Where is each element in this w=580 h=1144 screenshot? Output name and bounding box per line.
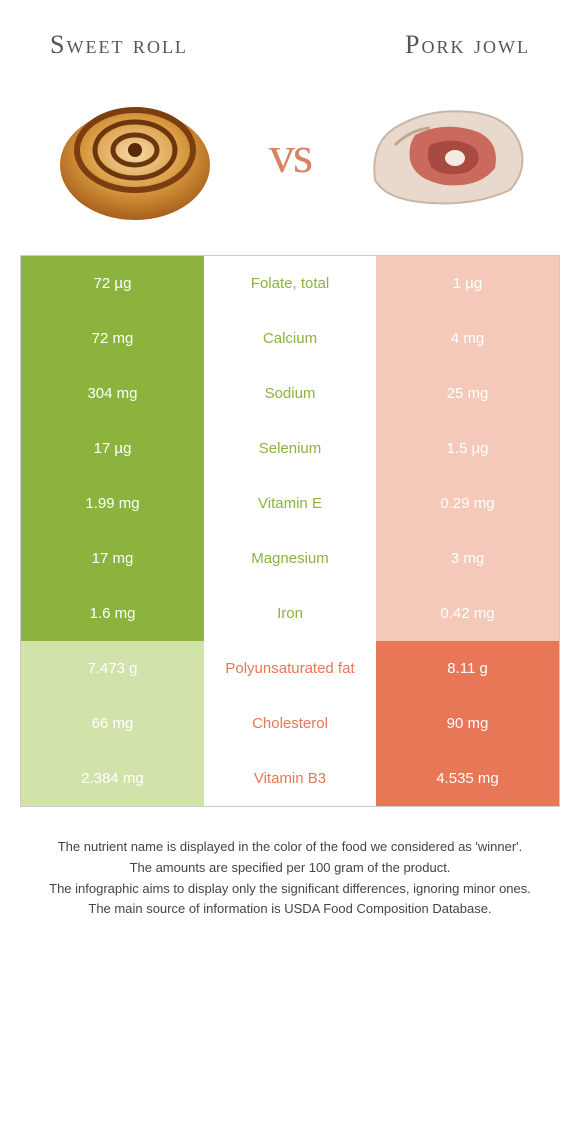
nutrient-label: Magnesium [204,531,376,586]
footer-line: The amounts are specified per 100 gram o… [40,858,540,879]
nutrient-label: Selenium [204,421,376,476]
nutrient-label: Calcium [204,311,376,366]
vs-label: vs [269,126,311,185]
right-value: 25 mg [376,366,559,421]
right-value: 1.5 µg [376,421,559,476]
left-value: 1.6 mg [21,586,204,641]
nutrient-label: Cholesterol [204,696,376,751]
nutrient-row: 66 mgCholesterol90 mg [21,696,559,751]
right-value: 4.535 mg [376,751,559,806]
nutrient-row: 7.473 gPolyunsaturated fat8.11 g [21,641,559,696]
nutrient-row: 1.99 mgVitamin E0.29 mg [21,476,559,531]
vs-row: vs [20,80,560,255]
left-value: 17 µg [21,421,204,476]
right-value: 0.29 mg [376,476,559,531]
nutrient-label: Iron [204,586,376,641]
nutrient-row: 17 mgMagnesium3 mg [21,531,559,586]
sweet-roll-image [40,80,230,230]
left-value: 2.384 mg [21,751,204,806]
header-row: Sweet roll Pork jowl [20,20,560,80]
footer-line: The main source of information is USDA F… [40,899,540,920]
left-value: 304 mg [21,366,204,421]
left-value: 1.99 mg [21,476,204,531]
right-value: 90 mg [376,696,559,751]
left-value: 17 mg [21,531,204,586]
nutrient-label: Vitamin B3 [204,751,376,806]
nutrient-label: Folate, total [204,256,376,311]
pork-jowl-image [350,80,540,230]
right-value: 4 mg [376,311,559,366]
nutrient-label: Vitamin E [204,476,376,531]
nutrient-row: 72 µgFolate, total1 µg [21,256,559,311]
left-value: 7.473 g [21,641,204,696]
footer-line: The infographic aims to display only the… [40,879,540,900]
nutrient-row: 304 mgSodium25 mg [21,366,559,421]
footer-notes: The nutrient name is displayed in the co… [20,837,560,920]
nutrient-row: 72 mgCalcium4 mg [21,311,559,366]
nutrient-row: 2.384 mgVitamin B34.535 mg [21,751,559,806]
right-value: 1 µg [376,256,559,311]
left-value: 72 µg [21,256,204,311]
right-title: Pork jowl [405,30,530,60]
footer-line: The nutrient name is displayed in the co… [40,837,540,858]
nutrient-row: 1.6 mgIron0.42 mg [21,586,559,641]
nutrient-label: Polyunsaturated fat [204,641,376,696]
left-value: 72 mg [21,311,204,366]
right-value: 3 mg [376,531,559,586]
left-value: 66 mg [21,696,204,751]
right-value: 8.11 g [376,641,559,696]
nutrient-table: 72 µgFolate, total1 µg72 mgCalcium4 mg30… [20,255,560,807]
right-value: 0.42 mg [376,586,559,641]
nutrient-row: 17 µgSelenium1.5 µg [21,421,559,476]
nutrient-label: Sodium [204,366,376,421]
left-title: Sweet roll [50,30,188,60]
